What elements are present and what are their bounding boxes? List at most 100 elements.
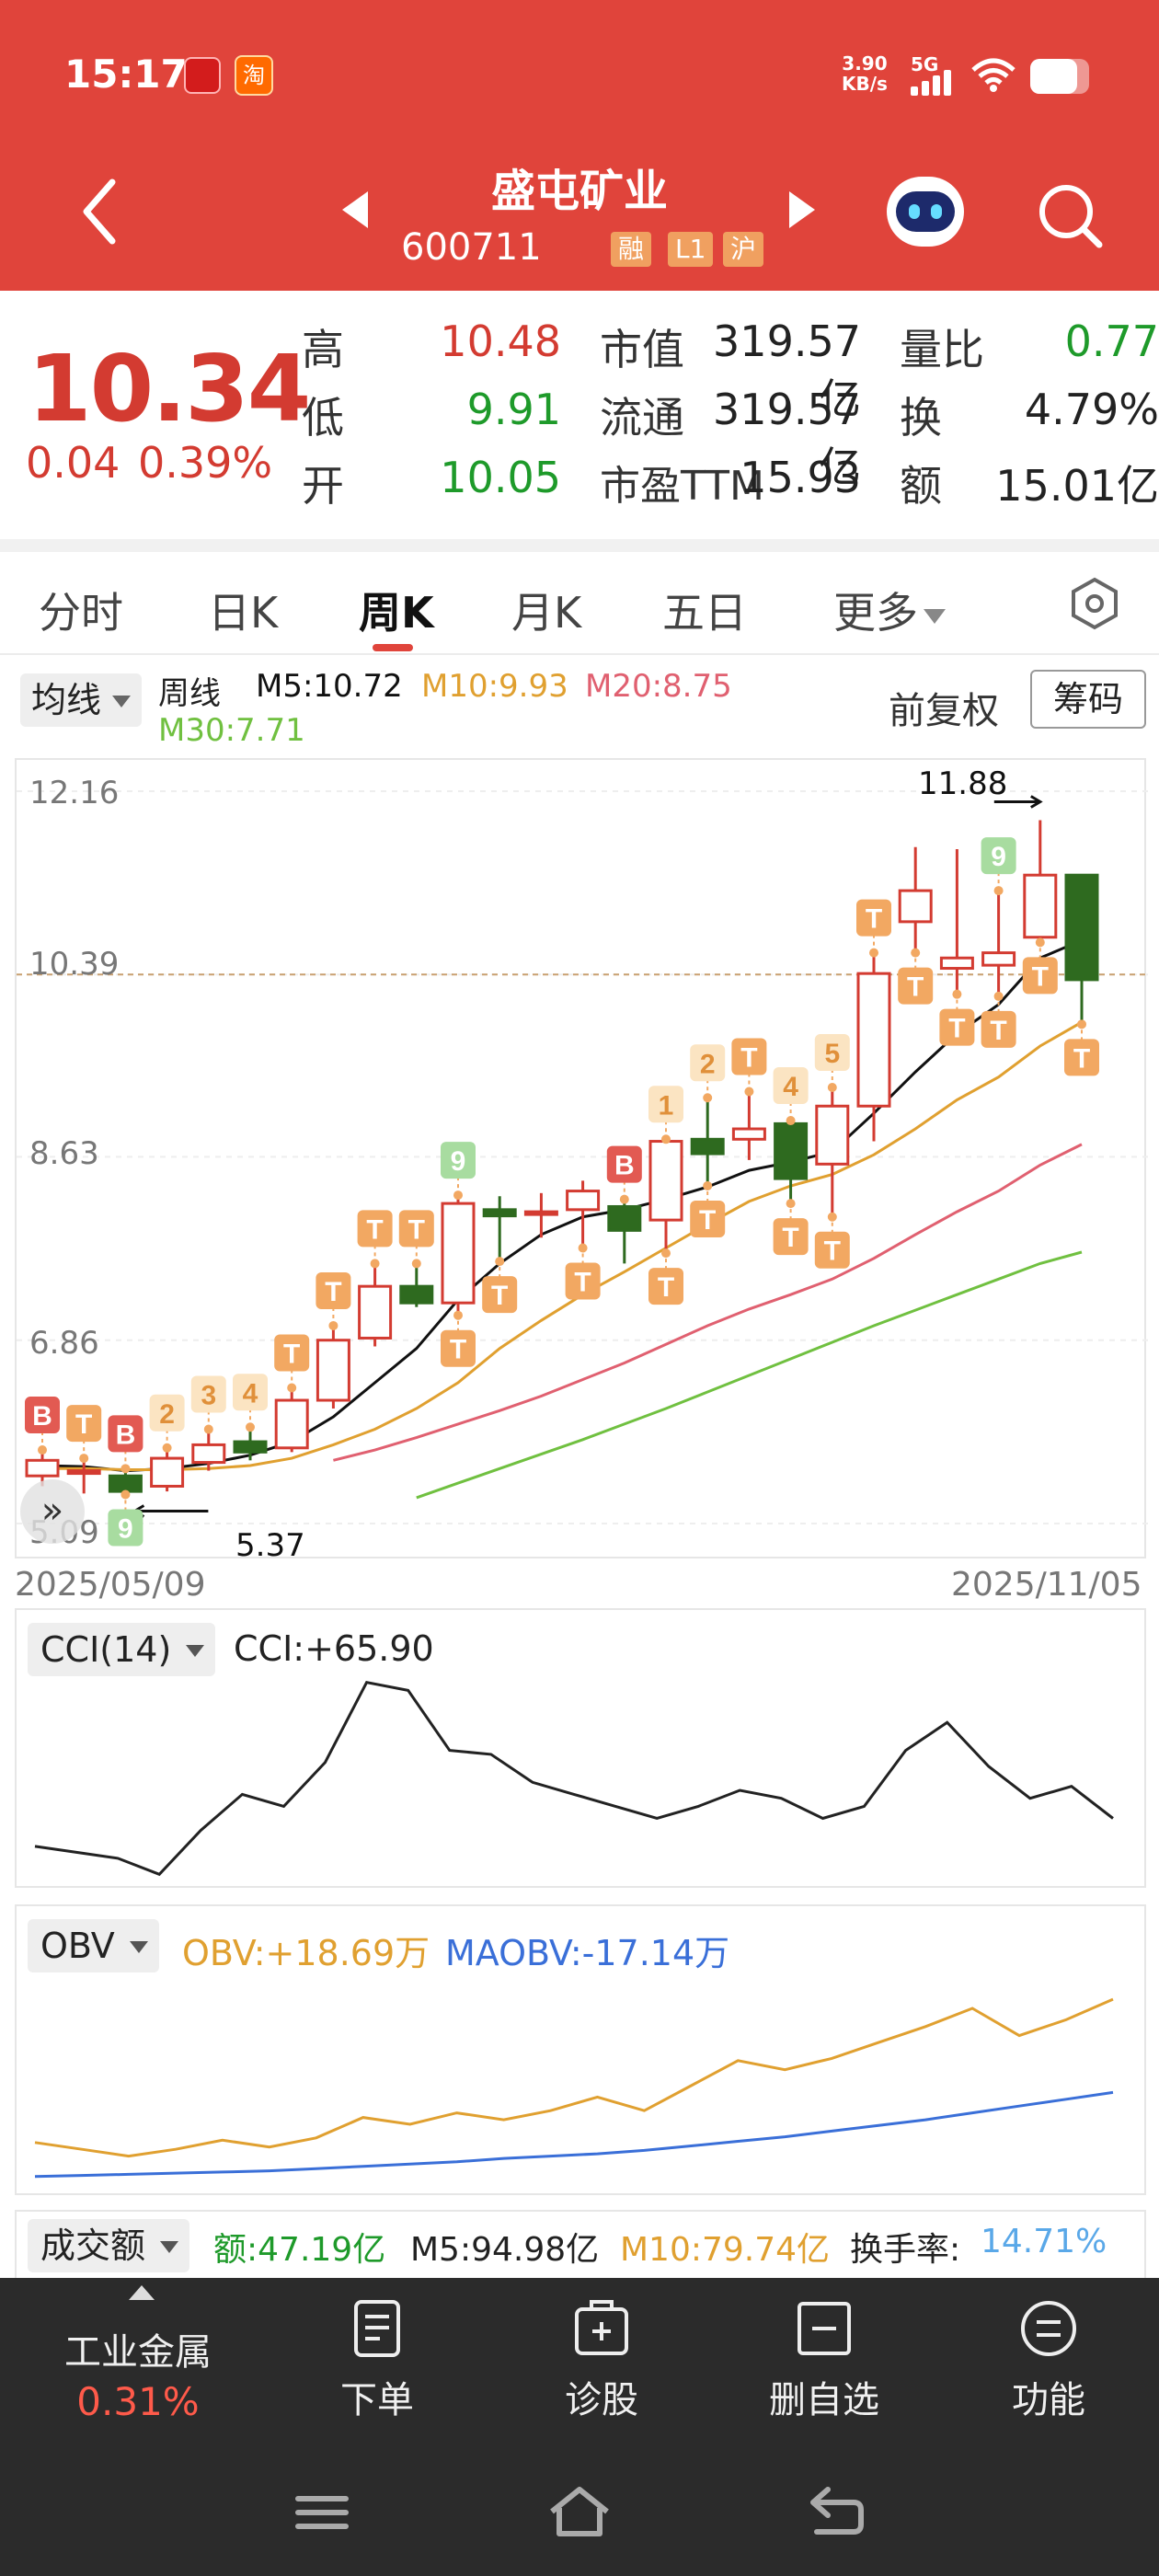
volume-panel[interactable]: 成交额 额:47.19亿 M5:94.98亿 M10:79.74亿 换手率: 1… — [15, 2210, 1146, 2278]
series-line-maobv — [34, 2090, 1114, 2179]
signal-badge-text: T — [283, 1340, 300, 1370]
diagnose-button[interactable]: 诊股 — [528, 2278, 675, 2453]
tab-daily-k[interactable]: 日K — [208, 588, 279, 638]
cci-panel[interactable]: CCI(14) CCI:+65.90 — [15, 1608, 1146, 1888]
adjustment-toggle[interactable]: 前复权 — [889, 690, 999, 732]
candle-body — [939, 956, 974, 971]
signal-badge-text: T — [866, 904, 882, 935]
obv-panel[interactable]: OBV OBV:+18.69万 MAOBV:-17.14万 — [15, 1904, 1146, 2195]
remove-watchlist-button[interactable]: 删自选 — [751, 2278, 898, 2453]
tab-weekly-k[interactable]: 周K — [359, 588, 434, 638]
divider — [0, 539, 1159, 552]
ma-line-m10 — [42, 1020, 1083, 1471]
expand-chart-icon[interactable]: » — [20, 1479, 85, 1544]
candle-body — [648, 1140, 683, 1222]
amount-value: 15.01亿 — [995, 461, 1159, 511]
period-high-marker: 11.88 — [918, 765, 1008, 802]
robot-icon — [896, 191, 955, 232]
float-cap-label: 流通 — [600, 393, 684, 443]
volume-m5-readout: M5:94.98亿 — [410, 2231, 600, 2269]
open-label: 开 — [302, 461, 344, 511]
sector-button[interactable]: 工业金属 0.31% — [37, 2278, 239, 2453]
candle-body — [690, 1137, 725, 1156]
tab-intraday[interactable]: 分时 — [39, 588, 123, 638]
signal-dot — [703, 1093, 713, 1103]
high-value: 10.48 — [440, 316, 561, 366]
signal-badge-text: T — [325, 1277, 341, 1307]
signal-badge: T — [731, 1038, 767, 1097]
signal-badge-text: T — [75, 1409, 92, 1440]
signal-badge: 9 — [108, 1489, 143, 1547]
signal-dot — [911, 948, 921, 958]
settings-hexagon-icon[interactable] — [1067, 576, 1122, 631]
series-line-obv — [34, 1997, 1114, 2158]
signal-dot — [578, 1243, 588, 1253]
candle-body — [566, 1190, 601, 1212]
signal-badge: B — [606, 1145, 642, 1204]
y-tick-label: 6.86 — [29, 1325, 99, 1362]
candle — [316, 1325, 350, 1409]
signal-badge-bg — [773, 1067, 809, 1105]
signal-dot — [79, 1454, 89, 1464]
tab-monthly-k[interactable]: 月K — [511, 588, 582, 638]
candle — [191, 1429, 226, 1471]
ma-selector-label: 均线 — [31, 680, 102, 720]
market-cap-label: 市值 — [600, 325, 684, 374]
candle-body — [898, 889, 933, 924]
network-speed-value: 3.90 — [842, 52, 888, 75]
price-change: 0.04 — [26, 438, 120, 488]
back-button[interactable] — [74, 175, 129, 248]
signal-badge-bg — [441, 1142, 476, 1179]
ma-selector-button[interactable]: 均线 — [20, 673, 142, 727]
signal-badge-bg — [441, 1329, 476, 1367]
tab-five-day[interactable]: 五日 — [662, 588, 747, 638]
back-icon[interactable] — [800, 2480, 874, 2545]
cci-canvas — [34, 1681, 1114, 1877]
wifi-icon — [971, 58, 1016, 92]
signal-badge-text: T — [990, 1016, 1006, 1046]
high-arrow-icon — [993, 795, 1043, 809]
low-arrow-icon — [132, 1504, 209, 1518]
stock-name: 盛屯矿业 — [490, 166, 668, 217]
network-type: 5G — [911, 53, 939, 75]
signal-badge-text: T — [574, 1268, 591, 1298]
exchange-tag: 沪 — [723, 232, 764, 267]
signal-badge: T — [274, 1334, 310, 1393]
next-stock-button[interactable] — [789, 191, 815, 228]
candle-body — [25, 1458, 60, 1478]
volume-selector-button[interactable]: 成交额 — [28, 2219, 190, 2272]
function-icon — [1021, 2301, 1076, 2356]
network-speed: 3.90 KB/s — [842, 53, 888, 94]
signal-badge-text: T — [1032, 961, 1049, 992]
candle-body — [108, 1474, 143, 1493]
signal-badge-bg — [773, 1218, 809, 1256]
obv-selector-button[interactable]: OBV — [28, 1919, 159, 1972]
x-end-date: 2025/11/05 — [951, 1566, 1142, 1604]
order-button[interactable]: 下单 — [304, 2278, 451, 2453]
ai-assistant-button[interactable] — [887, 177, 964, 247]
signal-dot — [744, 1087, 754, 1097]
tab-more[interactable]: 更多 — [833, 580, 946, 640]
remove-watchlist-icon — [798, 2302, 851, 2355]
signal-badge: 9 — [981, 837, 1016, 896]
signal-dot — [786, 1199, 796, 1209]
ma5-readout: M5:10.72 — [256, 668, 403, 705]
search-button[interactable] — [1035, 180, 1105, 250]
candle — [898, 846, 933, 953]
candle-body — [1023, 873, 1058, 939]
chip-distribution-button[interactable]: 筹码 — [1030, 670, 1146, 729]
signal-badge-bg — [939, 1008, 975, 1046]
signal-dot — [786, 1116, 796, 1126]
menu-icon[interactable] — [285, 2480, 359, 2545]
previous-stock-button[interactable] — [342, 191, 368, 228]
cci-selector-button[interactable]: CCI(14) — [28, 1623, 216, 1676]
signal-badge: T — [482, 1257, 518, 1314]
candle — [815, 1087, 850, 1217]
home-icon[interactable] — [543, 2480, 616, 2545]
signal-dot — [203, 1424, 213, 1434]
diagnose-icon — [575, 2300, 628, 2355]
candle — [566, 1180, 601, 1248]
function-button[interactable]: 功能 — [975, 2278, 1122, 2453]
